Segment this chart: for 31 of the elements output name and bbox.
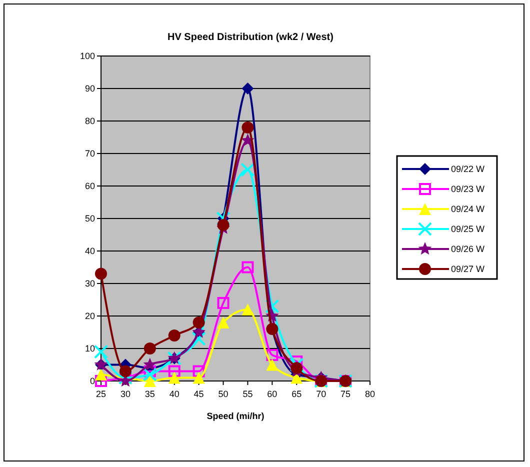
y-tick-label: 50: [84, 214, 95, 224]
legend-label: 09/23 W: [451, 184, 486, 194]
x-tick-label: 40: [169, 389, 180, 399]
x-tick-label: 45: [194, 389, 204, 399]
x-axis-title: Speed (mi/hr): [206, 411, 264, 421]
x-tick-label: 70: [316, 389, 326, 399]
y-tick-label: 80: [84, 116, 95, 126]
legend-label: 09/22 W: [451, 164, 486, 174]
legend-label: 09/27 W: [451, 264, 486, 274]
x-tick-label: 65: [292, 389, 302, 399]
y-tick-label: 100: [80, 51, 95, 62]
y-tick-label: 70: [84, 148, 95, 159]
y-tick-label: 40: [84, 246, 95, 256]
y-tick-label: 10: [84, 344, 95, 354]
x-tick-label: 25: [96, 389, 106, 399]
x-tick-label: 55: [242, 389, 253, 399]
y-tick-label: 0: [90, 376, 95, 386]
legend-label: 09/26 W: [451, 244, 486, 254]
x-tick-label: 30: [120, 389, 130, 399]
y-tick-label: 30: [84, 278, 95, 289]
x-tick-label: 80: [364, 389, 376, 399]
x-tick-label: 35: [144, 389, 155, 399]
legend-label: 09/25 W: [451, 224, 486, 234]
y-tick-label: 60: [84, 181, 95, 192]
legend-label: 09/24 W: [451, 204, 486, 214]
y-tick-label: 90: [84, 84, 95, 94]
y-tick-label: 20: [84, 311, 95, 322]
x-tick-label: 50: [218, 389, 228, 399]
x-tick-label: 75: [340, 389, 351, 399]
x-tick-label: 60: [267, 389, 278, 399]
chart-title: HV Speed Distribution (wk2 / West): [168, 32, 334, 43]
